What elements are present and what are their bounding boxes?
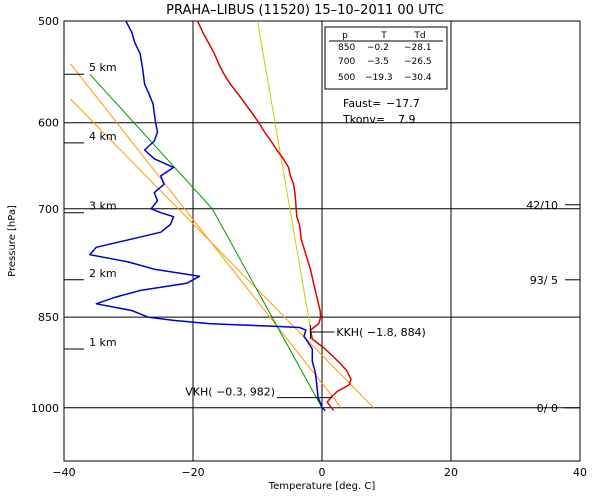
mixing-ratio-line-3	[257, 20, 313, 340]
table-row-700-td: −26.5	[404, 57, 432, 67]
temperature-profile	[196, 20, 352, 412]
height-label-3: 2 km	[89, 267, 117, 280]
table-row-500-t: −19.3	[365, 73, 393, 83]
height-markers: 5 km 4 km 3 km 2 km 1 km	[64, 61, 117, 350]
table-row-850-t: −0.2	[367, 43, 389, 53]
temperature-tick-label-3: 20	[444, 466, 458, 479]
temperature-tick-label-0: −40	[52, 466, 75, 479]
temperature-tick-labels: −40 −20 0 20 40	[52, 466, 587, 479]
table-header-t: T	[380, 31, 387, 41]
pressure-tick-labels: 500 600 700 850 1000	[31, 15, 59, 415]
pressure-tick-label-600: 600	[38, 117, 59, 130]
data-table: p T Td 850 −0.2 −28.1 700 −3.5 −26.5 500…	[324, 26, 448, 90]
faust-value: −17.7	[386, 97, 420, 110]
table-row-700-t: −3.5	[367, 57, 389, 67]
stability-indices: Faust= −17.7 Tkonv= 7.9	[342, 97, 420, 126]
table-row-850-td: −28.1	[404, 43, 432, 53]
sounding-profiles	[89, 20, 352, 412]
tkonv-label: Tkonv=	[342, 113, 385, 126]
chart-title: PRAHA–LIBUS (11520) 15–10–2011 00 UTC	[166, 3, 444, 18]
y-axis-label: Pressure [hPa]	[7, 205, 18, 277]
table-row-700-p: 700	[338, 57, 355, 67]
kkh-annotation: KKH( −1.8, 884)	[336, 326, 425, 339]
pressure-tick-label-500: 500	[38, 15, 59, 28]
data-table-box	[324, 26, 448, 90]
table-row-850-p: 850	[338, 43, 355, 53]
pressure-tick-label-700: 700	[38, 203, 59, 216]
x-axis-label: Temperature [deg. C]	[268, 481, 376, 492]
wind-label-0: 42/10	[526, 199, 558, 212]
dry-adiabat-line-0	[70, 63, 342, 409]
temperature-tick-label-1: −20	[181, 466, 204, 479]
annotations: KKH( −1.8, 884) VKH( −0.3, 982)	[185, 325, 426, 399]
pressure-tick-label-1000: 1000	[31, 402, 59, 415]
table-row-500-td: −30.4	[404, 73, 432, 83]
temperature-tick-label-2: 0	[319, 466, 326, 479]
dewpoint-profile	[89, 20, 326, 412]
reference-lines	[70, 20, 374, 409]
wind-label-2: 0/ 0	[537, 402, 558, 415]
table-header-td: Td	[413, 31, 425, 41]
vkh-annotation: VKH( −0.3, 982)	[185, 386, 275, 399]
temperature-tick-label-4: 40	[573, 466, 587, 479]
pressure-tick-label-850: 850	[38, 311, 59, 324]
height-label-2: 3 km	[89, 200, 117, 213]
table-header-p: p	[342, 31, 348, 41]
height-label-0: 5 km	[89, 61, 117, 74]
wind-markers: 42/10 93/ 5 0/ 0	[526, 199, 580, 415]
wind-label-1: 93/ 5	[530, 274, 558, 287]
faust-label: Faust=	[343, 97, 381, 110]
grid	[64, 20, 580, 461]
height-label-1: 4 km	[89, 130, 117, 143]
tkonv-value: 7.9	[398, 113, 416, 126]
dry-adiabat-line-1	[70, 98, 374, 409]
height-label-4: 1 km	[89, 336, 117, 349]
table-row-500-p: 500	[338, 73, 355, 83]
moist-adiabat-line-2	[89, 73, 323, 409]
